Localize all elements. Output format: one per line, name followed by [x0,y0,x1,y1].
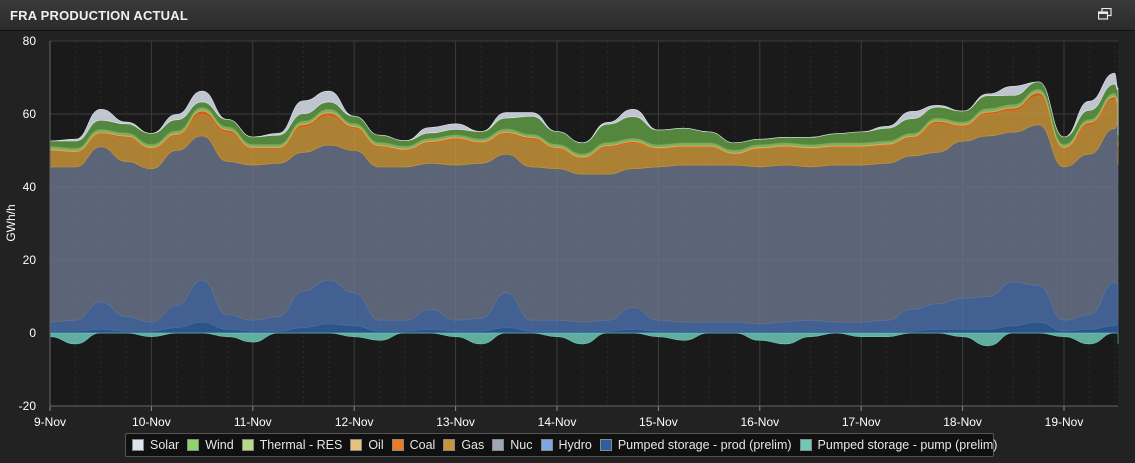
legend-item-coal[interactable]: Coal [391,438,436,452]
legend-item-hydro[interactable]: Hydro [540,438,592,452]
legend-swatch [492,439,505,451]
x-tick-label: 16-Nov [740,415,779,429]
legend-swatch [443,439,456,451]
legend-label: Coal [409,438,436,452]
legend-swatch [599,439,612,451]
x-tick-label: 13-Nov [436,415,475,429]
y-tick-label: -20 [19,399,37,413]
y-tick-label: 80 [23,34,37,48]
legend-item-oil[interactable]: Oil [350,438,384,452]
x-tick-label: 11-Nov [234,415,272,429]
chart-legend: Solar Wind Thermal - RES Oil Coal Gas Nuc Hydro… [125,433,997,457]
legend-item-wind[interactable]: Wind [187,438,234,452]
legend-label: Gas [461,438,485,452]
legend-label: Pumped storage - prod (prelim) [617,438,792,452]
x-tick-label: 14-Nov [538,415,577,429]
area-solar [49,72,1119,144]
legend-swatch [540,439,553,451]
legend-swatch [391,439,404,451]
y-tick-label: 0 [29,326,36,340]
y-axis-label: GWh/h [4,204,18,241]
legend-label: Wind [205,438,234,452]
y-axis: -20 0 20 40 60 80 [19,34,51,413]
area-pumped-storage-pump [49,332,1119,347]
legend-item-thermal-res[interactable]: Thermal - RES [241,438,343,452]
legend-label: Solar [150,438,180,452]
x-tick-label: 15-Nov [639,415,678,429]
y-tick-label: 60 [23,107,37,121]
legend-swatch [350,439,363,451]
x-tick-label: 9-Nov [34,415,66,429]
panel-header: FRA PRODUCTION ACTUAL [0,0,1135,31]
y-tick-label: 20 [23,253,37,267]
x-axis: 9-Nov 10-Nov 11-Nov 12-Nov 13-Nov 14-Nov 15-No… [34,405,1118,429]
legend-swatch [241,439,254,451]
legend-item-solar[interactable]: Solar [132,438,179,452]
legend-label: Thermal - RES [259,438,343,452]
production-chart: -20 0 20 40 60 80 9-Nov 10-Nov 11-Nov 12-Nov 13-N… [4,34,1119,429]
series-areas [49,72,1119,347]
legend-label: Nuc [510,438,533,452]
x-tick-label: 10-Nov [132,415,171,429]
legend-item-pumped-storage-pump-prelim-[interactable]: Pumped storage - pump (prelim) [799,438,998,452]
panel-title: FRA PRODUCTION ACTUAL [10,8,188,23]
legend-swatch [799,439,812,451]
legend-swatch [132,439,144,451]
x-tick-label: 17-Nov [842,415,881,429]
legend-label: Oil [368,438,384,452]
legend-item-pumped-storage-prod-prelim-[interactable]: Pumped storage - prod (prelim) [599,438,792,452]
x-tick-label: 12-Nov [335,415,374,429]
legend-swatch [187,439,200,451]
legend-item-nuc[interactable]: Nuc [492,438,533,452]
legend-label: Hydro [558,438,592,452]
x-tick-label: 19-Nov [1045,415,1084,429]
x-tick-label: 18-Nov [943,415,982,429]
y-tick-label: 40 [23,180,37,194]
legend-item-gas[interactable]: Gas [443,438,484,452]
expand-window-icon[interactable] [1098,8,1112,20]
legend-label: Pumped storage - pump (prelim) [817,438,998,452]
